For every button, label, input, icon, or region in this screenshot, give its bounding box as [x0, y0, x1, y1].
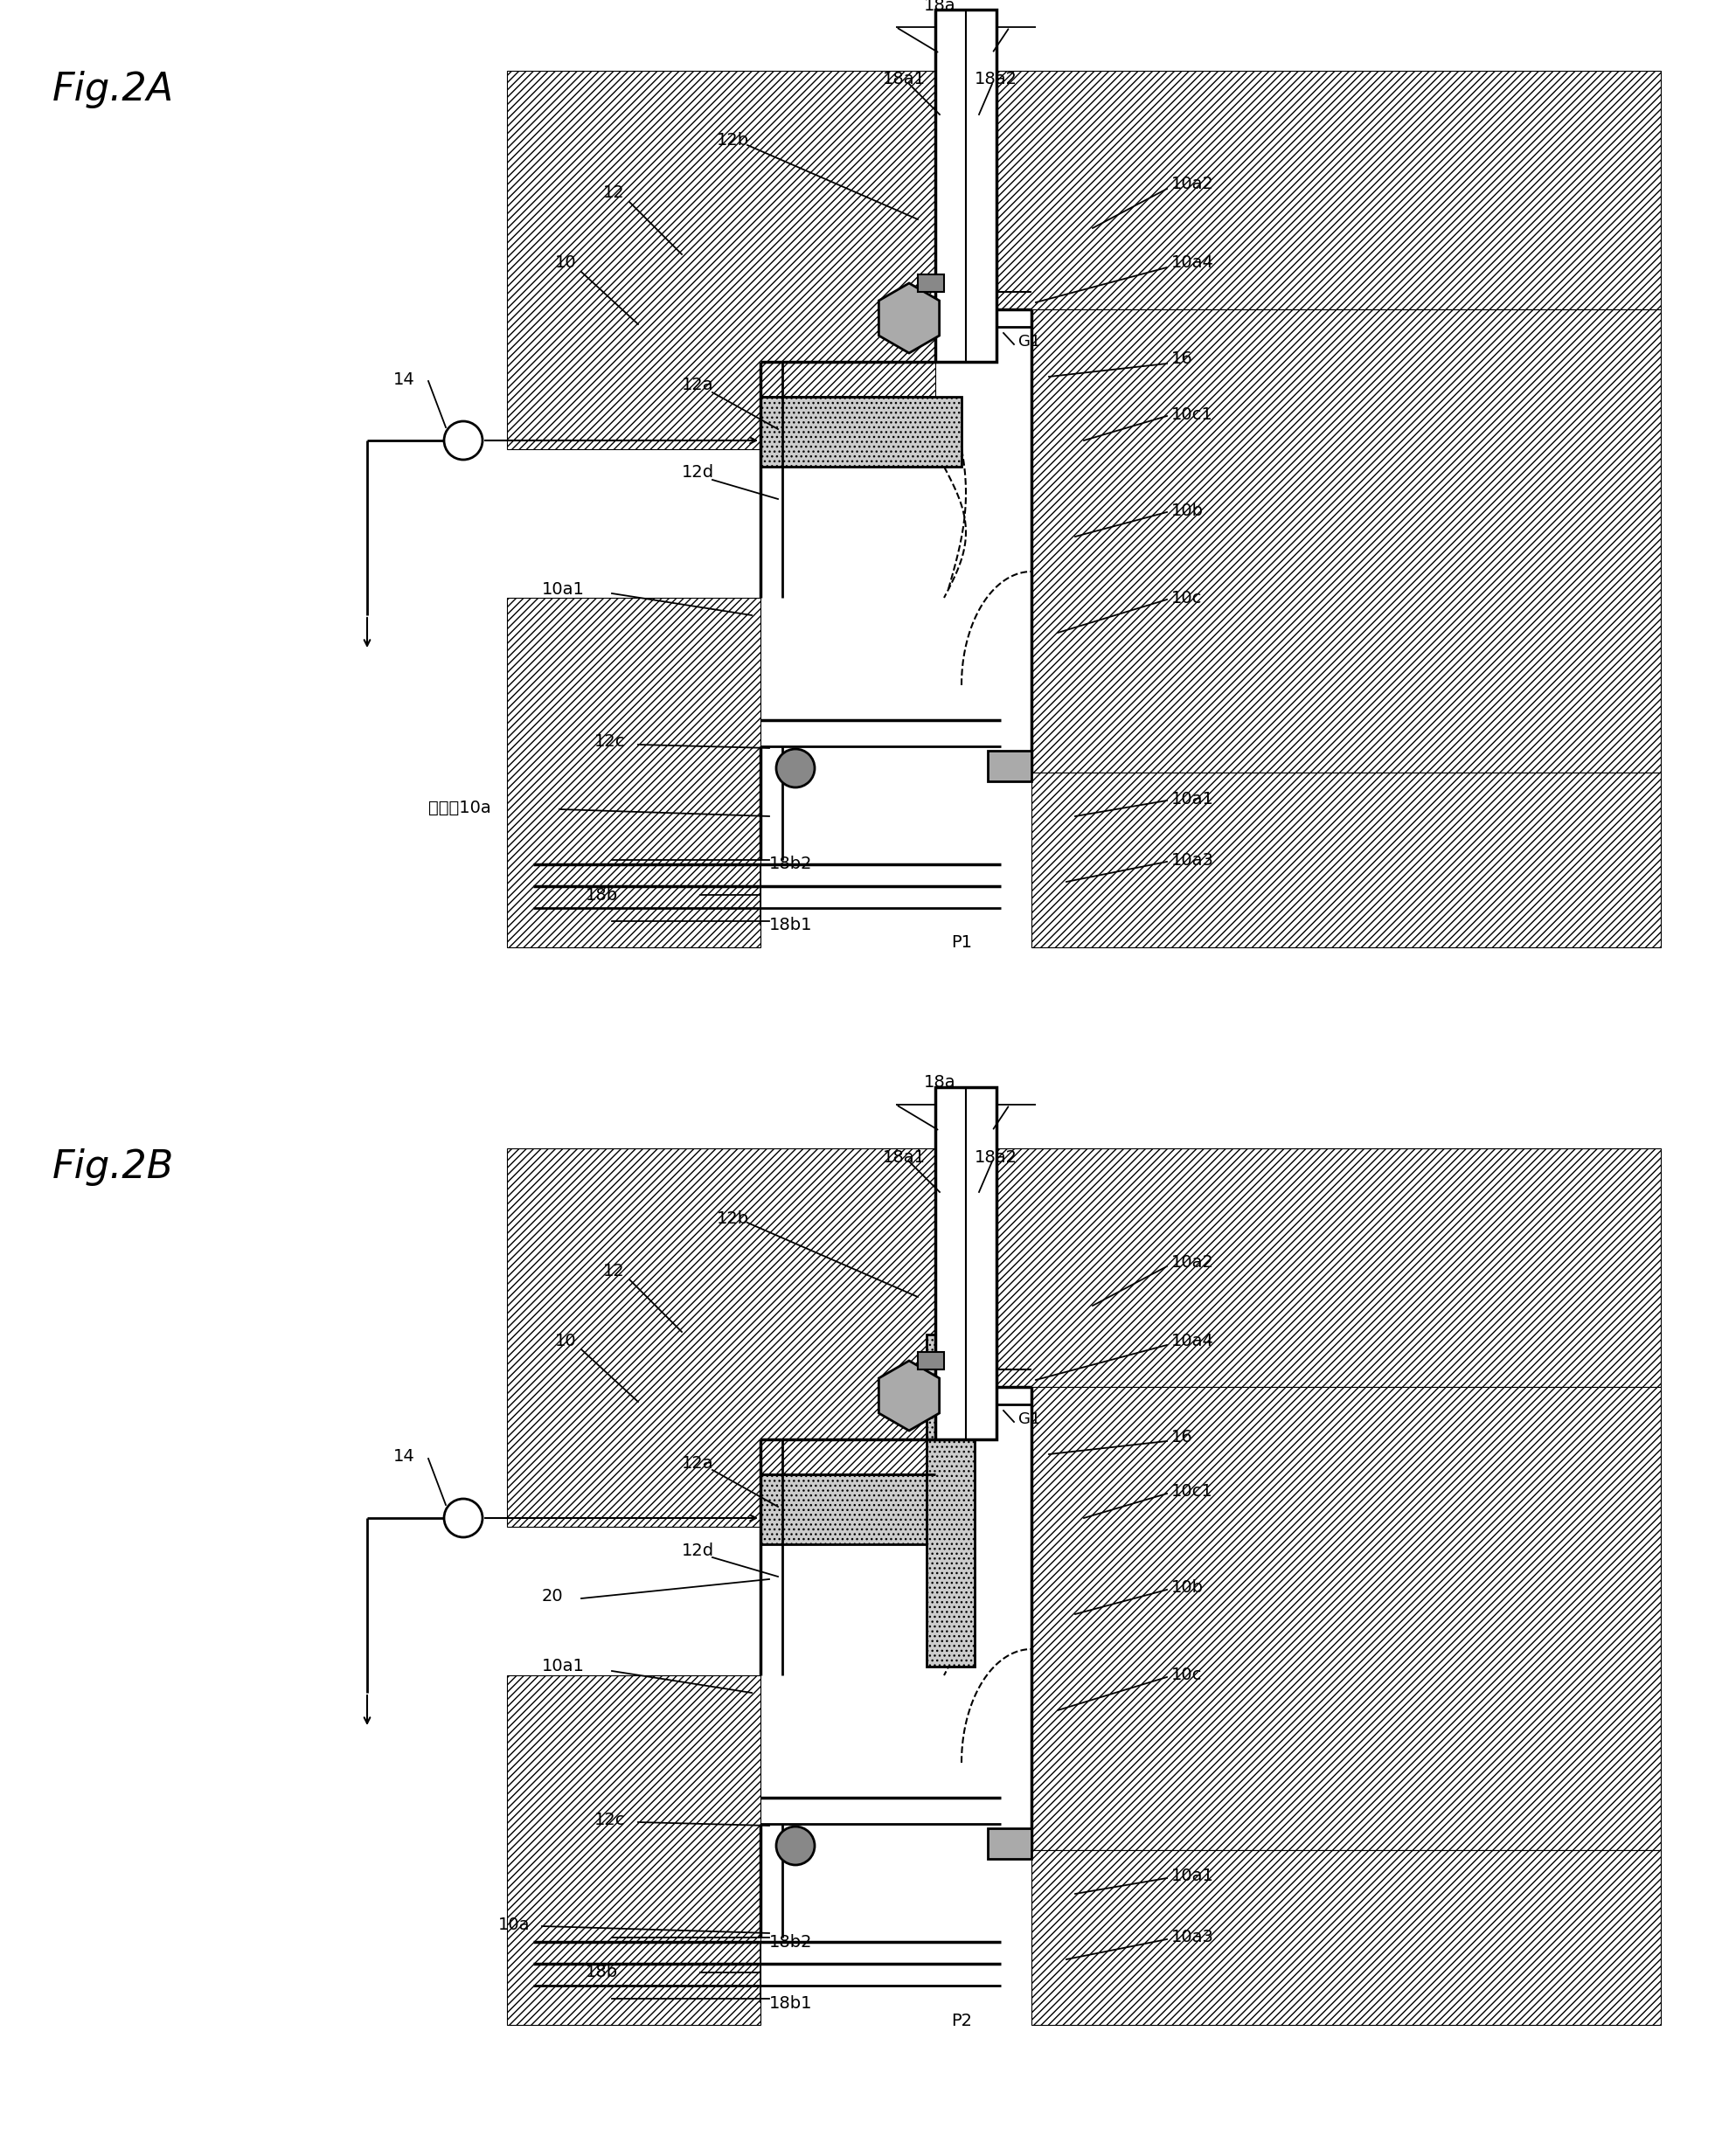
Text: 18b: 18b [585, 886, 617, 903]
Bar [988, 1828, 1031, 1858]
Polygon shape [996, 71, 1660, 308]
Text: Fig.2A: Fig.2A [53, 71, 175, 108]
Text: 12: 12 [604, 185, 624, 201]
Polygon shape [996, 1149, 1660, 1386]
Polygon shape [1031, 772, 1660, 946]
Bar [918, 274, 943, 291]
Bar [760, 397, 962, 466]
Text: 10a3: 10a3 [1171, 852, 1214, 869]
Text: 10c: 10c [1171, 1667, 1202, 1684]
Circle shape [777, 1826, 815, 1865]
Text: 10a2: 10a2 [1171, 1253, 1214, 1270]
Text: 18a: 18a [924, 1074, 955, 1091]
Text: 18b1: 18b1 [770, 916, 813, 934]
Text: 18b1: 18b1 [770, 1994, 813, 2012]
Bar [760, 1475, 962, 1544]
Text: 10a4: 10a4 [1171, 1332, 1214, 1350]
Text: 18b2: 18b2 [770, 1934, 813, 1951]
Polygon shape [508, 1149, 935, 1526]
Text: 10a: 10a [499, 1917, 530, 1932]
Text: 16: 16 [1171, 1429, 1194, 1445]
Text: 10a1: 10a1 [542, 580, 585, 597]
Text: レース10a: レース10a [429, 800, 490, 815]
Text: 10a1: 10a1 [1171, 791, 1214, 806]
Text: 10a1: 10a1 [542, 1658, 585, 1675]
Bar [918, 1352, 943, 1369]
Text: 18b2: 18b2 [770, 856, 813, 873]
Text: P1: P1 [952, 936, 972, 951]
Text: 10b: 10b [1171, 502, 1204, 520]
Text: 16: 16 [1171, 351, 1194, 367]
Text: 12: 12 [604, 1263, 624, 1279]
Polygon shape [1031, 308, 1660, 772]
Text: 10c1: 10c1 [1171, 1483, 1213, 1501]
Text: 10c: 10c [1171, 589, 1202, 606]
Text: 18a2: 18a2 [974, 71, 1017, 88]
Text: 10a1: 10a1 [1171, 1867, 1214, 1884]
Text: 10a3: 10a3 [1171, 1930, 1214, 1947]
Text: G1: G1 [1019, 1412, 1041, 1427]
Polygon shape [878, 282, 940, 354]
Bar [926, 1335, 974, 1667]
Text: 18a: 18a [924, 0, 955, 13]
Bar [935, 1087, 996, 1440]
Text: 10: 10 [556, 1332, 576, 1350]
Polygon shape [508, 71, 935, 448]
Text: 12b: 12b [717, 132, 749, 149]
Text: 12c: 12c [595, 733, 626, 750]
Polygon shape [508, 597, 760, 946]
Text: 18a1: 18a1 [883, 71, 926, 88]
Text: P2: P2 [952, 2012, 972, 2029]
Text: 10b: 10b [1171, 1580, 1204, 1595]
Polygon shape [1031, 1386, 1660, 1850]
Text: 10a4: 10a4 [1171, 254, 1214, 272]
Text: 12b: 12b [717, 1210, 749, 1227]
Text: 18b: 18b [585, 1964, 617, 1981]
Text: 12a: 12a [683, 1455, 713, 1470]
Polygon shape [878, 1360, 940, 1432]
Text: 10c1: 10c1 [1171, 405, 1213, 423]
Text: Fig.2B: Fig.2B [53, 1149, 175, 1186]
Polygon shape [1031, 1850, 1660, 2024]
Bar [935, 9, 996, 362]
Text: 12d: 12d [683, 464, 713, 481]
Text: 20: 20 [542, 1589, 564, 1604]
Text: 14: 14 [393, 1449, 415, 1466]
Bar [988, 750, 1031, 780]
Text: 12c: 12c [595, 1811, 626, 1828]
Text: 10: 10 [556, 254, 576, 272]
Circle shape [777, 748, 815, 787]
Text: 14: 14 [393, 371, 415, 388]
Polygon shape [508, 1675, 760, 2024]
Text: 10a2: 10a2 [1171, 177, 1214, 192]
Text: G1: G1 [1019, 334, 1041, 349]
Text: 18a1: 18a1 [883, 1149, 926, 1166]
Text: 12d: 12d [683, 1542, 713, 1559]
Text: 12a: 12a [683, 377, 713, 395]
Text: 18a2: 18a2 [974, 1149, 1017, 1166]
